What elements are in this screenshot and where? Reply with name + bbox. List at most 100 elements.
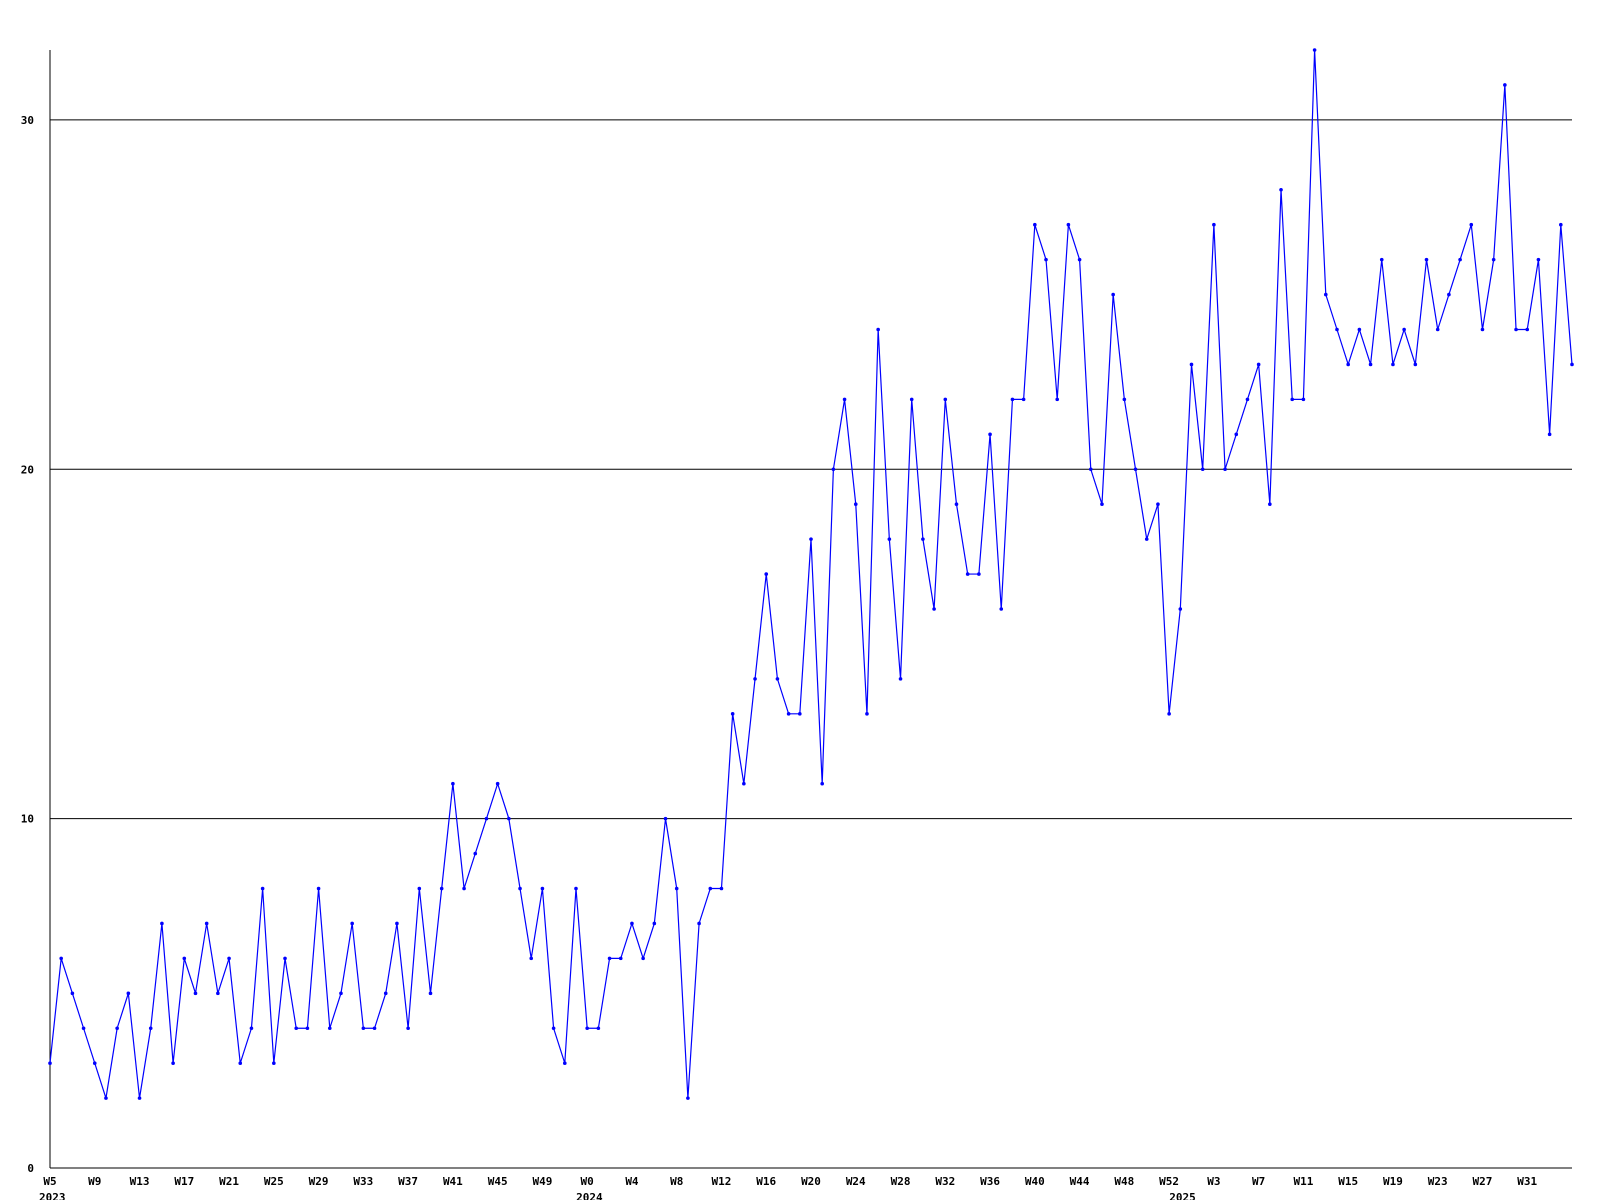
data-point — [764, 572, 769, 576]
x-tick-label: W11 — [1293, 1175, 1313, 1188]
data-point — [115, 1026, 119, 1031]
grid-lines — [50, 119, 1572, 820]
data-point — [1189, 362, 1194, 367]
data-point — [865, 712, 869, 716]
x-tick-label: W8 — [670, 1175, 683, 1188]
data-point — [1044, 257, 1048, 262]
x-tick-label: W21 — [219, 1175, 239, 1188]
x-tick-label: W41 — [443, 1175, 463, 1188]
data-point — [988, 432, 992, 437]
data-point — [473, 851, 478, 856]
data-point — [630, 921, 634, 926]
data-point — [171, 1061, 175, 1065]
data-point — [1066, 222, 1071, 227]
y-tick-label: 0 — [27, 1162, 34, 1175]
year-label: 2025 — [1169, 1191, 1196, 1200]
data-point — [395, 921, 399, 926]
data-point — [1212, 222, 1216, 227]
data-point — [48, 1061, 52, 1065]
data-point — [887, 537, 892, 541]
data-point — [1133, 467, 1138, 472]
year-label: 2023 — [39, 1191, 66, 1200]
data-point — [831, 467, 836, 472]
data-point — [104, 1096, 108, 1100]
x-tick-label: W25 — [264, 1175, 284, 1188]
data-point — [742, 781, 746, 786]
data-point — [719, 886, 724, 891]
x-tick-label: W44 — [1070, 1175, 1090, 1188]
x-tick-label: W36 — [980, 1175, 1000, 1188]
data-point — [417, 886, 422, 891]
data-point — [148, 1026, 153, 1031]
data-point — [943, 397, 948, 402]
x-tick-label: W23 — [1428, 1175, 1448, 1188]
y-tick-label: 30 — [21, 114, 34, 127]
x-tick-label: W16 — [756, 1175, 776, 1188]
data-point — [1424, 257, 1429, 262]
data-point — [1234, 432, 1239, 437]
x-tick-label: W52 — [1159, 1175, 1179, 1188]
data-point — [663, 816, 668, 821]
data-point — [182, 956, 187, 961]
data-point — [1391, 362, 1395, 367]
x-tick-label: W0 — [581, 1175, 594, 1188]
x-tick-label: W48 — [1114, 1175, 1134, 1188]
data-point — [853, 502, 858, 506]
data-point — [1167, 712, 1171, 716]
data-point — [406, 1026, 410, 1031]
data-point — [1122, 397, 1127, 402]
data-point — [1144, 537, 1149, 541]
data-point — [596, 1026, 601, 1031]
data-point — [316, 886, 321, 891]
data-point — [294, 1026, 299, 1031]
data-point — [1301, 397, 1306, 402]
data-point — [1256, 362, 1261, 367]
data-point — [1536, 257, 1541, 262]
x-tick-label: W31 — [1517, 1175, 1537, 1188]
data-point — [1346, 362, 1350, 367]
data-point — [305, 1026, 310, 1031]
data-point — [999, 607, 1004, 611]
data-point — [1559, 222, 1563, 227]
x-tick-label: W45 — [488, 1175, 508, 1188]
data-point — [1514, 327, 1518, 332]
data-point — [1268, 502, 1272, 506]
data-point — [428, 991, 433, 996]
data-point — [652, 921, 657, 926]
x-tick-label: W37 — [398, 1175, 418, 1188]
x-tick-label: W40 — [1025, 1175, 1045, 1188]
data-point — [59, 956, 63, 961]
year-labels: 2023 2024 2025 — [39, 1191, 1196, 1200]
data-point — [551, 1026, 556, 1031]
data-point — [753, 677, 757, 681]
data-point — [193, 991, 198, 996]
data-point — [775, 677, 780, 681]
y-tick-label: 10 — [21, 813, 34, 826]
data-point — [1525, 327, 1530, 332]
data-point — [842, 397, 847, 402]
data-point — [809, 537, 813, 541]
data-point — [1010, 397, 1015, 402]
data-point — [1379, 257, 1384, 262]
data-point — [1111, 292, 1115, 297]
data-point — [462, 886, 466, 891]
data-point — [495, 781, 500, 786]
data-point — [977, 572, 981, 576]
data-point — [686, 1096, 690, 1100]
data-point — [540, 886, 545, 891]
data-point — [1570, 362, 1574, 367]
x-tick-label: W12 — [712, 1175, 732, 1188]
data-point — [339, 991, 343, 996]
data-point — [81, 1026, 86, 1031]
x-tick-label: W15 — [1338, 1175, 1358, 1188]
data-point — [1357, 327, 1362, 332]
x-tick-label: W49 — [532, 1175, 552, 1188]
x-tick-label: W19 — [1383, 1175, 1403, 1188]
y-tick-label: 20 — [21, 463, 34, 476]
data-point — [350, 921, 354, 926]
data-point — [876, 327, 880, 332]
x-tick-label: W7 — [1252, 1175, 1265, 1188]
series-line — [49, 49, 1573, 1099]
data-point — [1245, 397, 1250, 402]
